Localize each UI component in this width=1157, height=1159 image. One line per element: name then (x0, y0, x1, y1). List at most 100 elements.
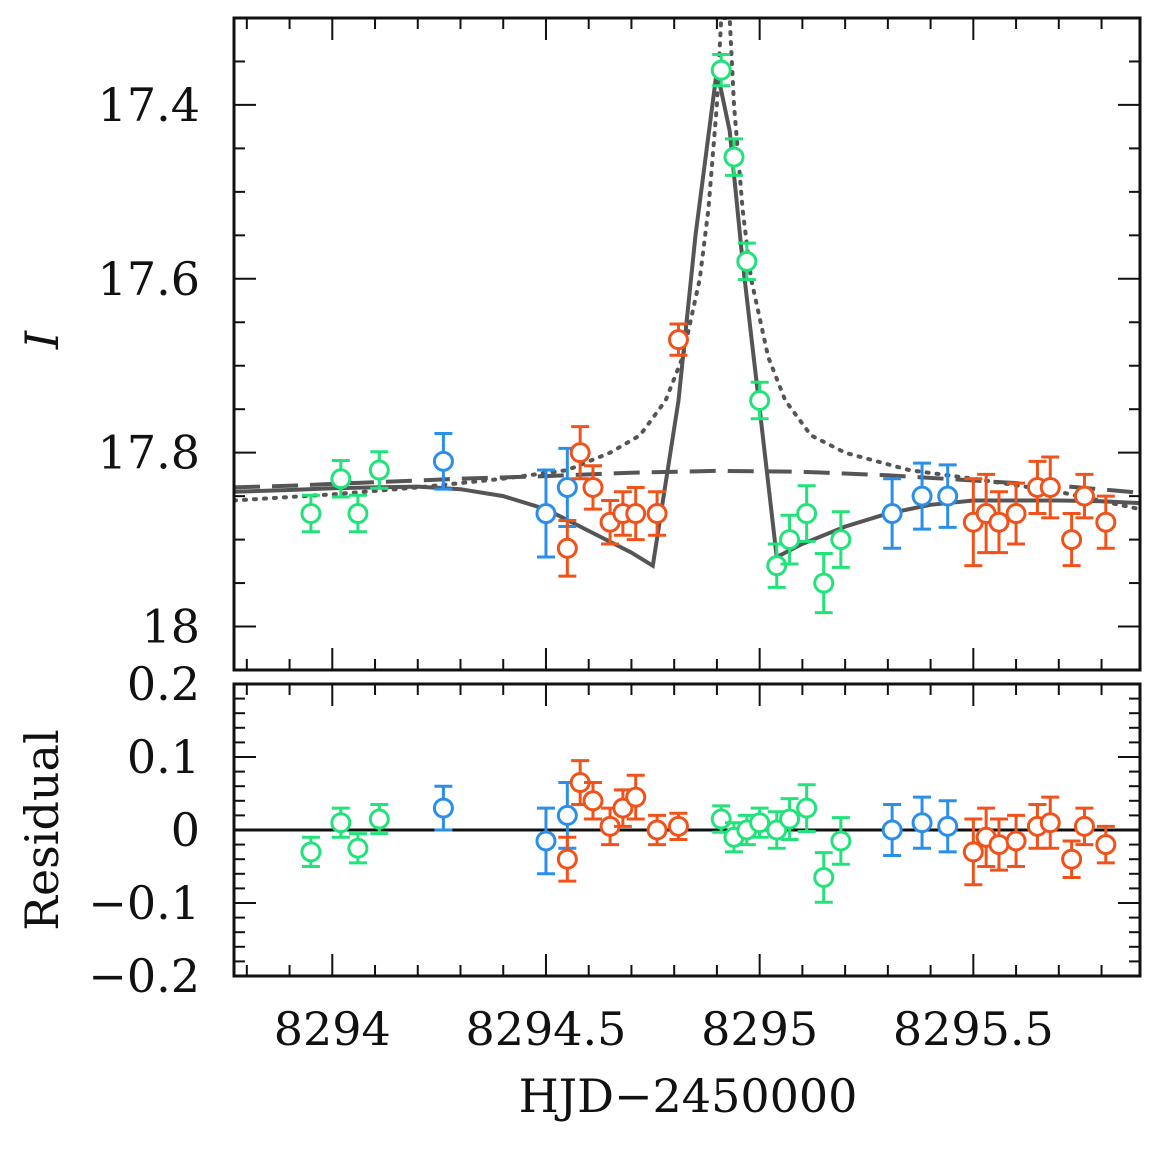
y-tick-label: −0.1 (88, 876, 200, 930)
data-point-green (330, 458, 352, 499)
data-point-orange (1073, 806, 1095, 847)
marker (432, 797, 454, 819)
marker (1073, 485, 1095, 507)
model-curve-dotted (234, 18, 1140, 512)
y-tick-label: 0.2 (127, 657, 200, 711)
marker (1039, 476, 1061, 498)
marker (667, 329, 689, 351)
data-point-green (347, 832, 369, 865)
x-tick-label: 8294 (274, 1002, 391, 1056)
marker (736, 250, 758, 272)
marker (1095, 511, 1117, 533)
data-point-orange (646, 813, 668, 847)
marker (556, 804, 578, 826)
marker (625, 786, 647, 808)
data-point-blue (911, 461, 933, 531)
x-tick-label: 8295.5 (893, 1002, 1054, 1056)
data-point-orange (1039, 455, 1061, 520)
marker (1073, 815, 1095, 837)
marker (347, 503, 369, 525)
plot-area (234, 759, 1140, 904)
plot-area (234, 18, 1140, 615)
marker (813, 866, 835, 888)
data-point-green (796, 484, 818, 543)
marker (911, 485, 933, 507)
data-point-orange (1095, 824, 1117, 865)
data-point-orange (556, 518, 578, 578)
data-point-orange (582, 781, 604, 821)
data-point-orange (962, 477, 984, 568)
marker (330, 468, 352, 490)
marker (1005, 830, 1027, 852)
data-point-green (779, 513, 801, 566)
data-point-blue (911, 795, 933, 850)
data-point-orange (625, 773, 647, 821)
data-point-orange (975, 472, 997, 555)
marker (796, 797, 818, 819)
residual-panel: −0.2 −0.1 0 0.1 0.2 8294 8294.5 8295 8295.5 (88, 657, 1142, 1056)
marker (749, 390, 771, 412)
x-tick-label: 8294.5 (465, 1002, 626, 1056)
marker (300, 841, 322, 863)
marker (988, 834, 1010, 856)
data-point-blue (535, 806, 557, 876)
marker (710, 59, 732, 81)
data-point-green (813, 851, 835, 904)
y-tick-label: 18 (141, 600, 200, 654)
marker (625, 503, 647, 525)
data-point-blue (432, 432, 454, 491)
data-point-orange (667, 811, 689, 841)
marker (779, 529, 801, 551)
marker (937, 485, 959, 507)
data-point-orange (612, 788, 634, 828)
data-point-green (368, 450, 390, 490)
data-point-blue (881, 477, 903, 550)
data-point-green (749, 380, 771, 421)
marker (535, 830, 557, 852)
marker (881, 819, 903, 841)
data-point-orange (988, 817, 1010, 872)
marker (556, 476, 578, 498)
marker (830, 830, 852, 852)
data-point-orange (1039, 795, 1061, 850)
marker (1005, 503, 1027, 525)
marker (368, 459, 390, 481)
data-point-green (766, 542, 788, 589)
data-point-blue (432, 784, 454, 832)
data-point-green (813, 552, 835, 615)
light-curve-panel: 17.4 17.6 17.8 18 (98, 16, 1142, 672)
data-point-green (710, 804, 732, 834)
data-point-orange (1095, 494, 1117, 550)
data-point-orange (1061, 512, 1083, 568)
data-point-green (300, 493, 322, 534)
marker (813, 572, 835, 594)
y-tick-label: 0 (171, 803, 200, 857)
data-point-blue (881, 802, 903, 858)
y-tick-label: 17.8 (98, 426, 200, 480)
marker (937, 815, 959, 837)
data-point-green (796, 783, 818, 833)
data-point-blue (556, 446, 578, 529)
data-point-orange (962, 817, 984, 887)
y-axis-title-residual: Residual (15, 729, 69, 930)
y-tick-label: 17.6 (98, 252, 200, 306)
marker (569, 442, 591, 464)
marker (330, 812, 352, 834)
marker (646, 819, 668, 841)
data-point-green (710, 53, 732, 88)
data-point-blue (937, 463, 959, 529)
y-tick-label: −0.2 (88, 949, 200, 1003)
data-point-orange (646, 490, 668, 537)
marker (830, 529, 852, 551)
data-point-green (779, 797, 801, 841)
marker (646, 503, 668, 525)
marker (556, 537, 578, 559)
data-point-orange (1005, 813, 1027, 868)
marker (779, 808, 801, 830)
marker (368, 808, 390, 830)
data-point-green (830, 816, 852, 866)
data-point-green (330, 806, 352, 839)
data-point-green (368, 802, 390, 836)
data-point-orange (1005, 481, 1027, 546)
data-point-orange (988, 490, 1010, 555)
